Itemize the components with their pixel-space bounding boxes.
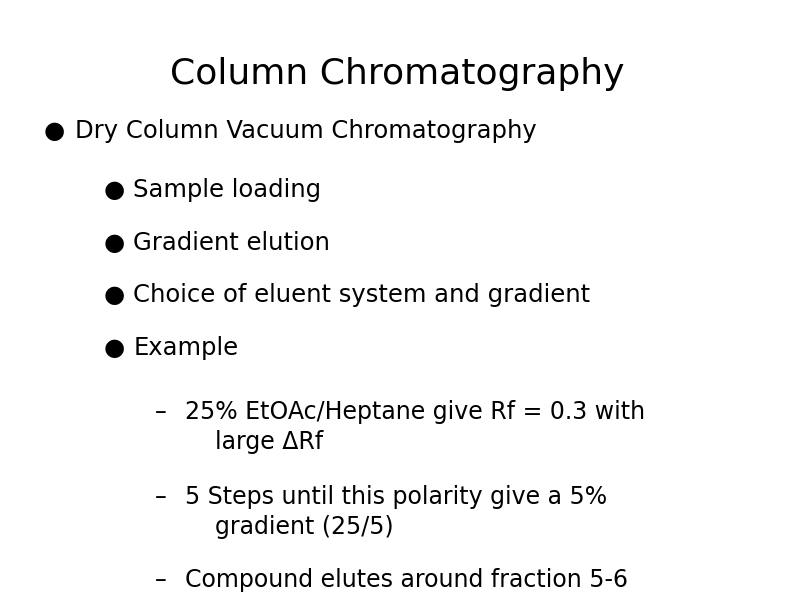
Text: ●: ● [103,283,125,307]
Text: Compound elutes around fraction 5-6: Compound elutes around fraction 5-6 [185,568,628,592]
Text: Dry Column Vacuum Chromatography: Dry Column Vacuum Chromatography [75,119,538,143]
Text: –: – [155,485,167,509]
Text: 5 Steps until this polarity give a 5%
    gradient (25/5): 5 Steps until this polarity give a 5% gr… [185,485,607,538]
Text: Sample loading: Sample loading [133,178,322,202]
Text: –: – [155,568,167,592]
Text: ●: ● [103,178,125,202]
Text: ●: ● [103,336,125,359]
Text: Choice of eluent system and gradient: Choice of eluent system and gradient [133,283,591,307]
Text: ●: ● [44,119,65,143]
Text: ●: ● [103,231,125,255]
Text: 25% EtOAc/Heptane give Rf = 0.3 with
    large ΔRf: 25% EtOAc/Heptane give Rf = 0.3 with lar… [185,400,646,453]
Text: Example: Example [133,336,238,359]
Text: Gradient elution: Gradient elution [133,231,330,255]
Text: –: – [155,400,167,424]
Text: Column Chromatography: Column Chromatography [170,57,624,90]
